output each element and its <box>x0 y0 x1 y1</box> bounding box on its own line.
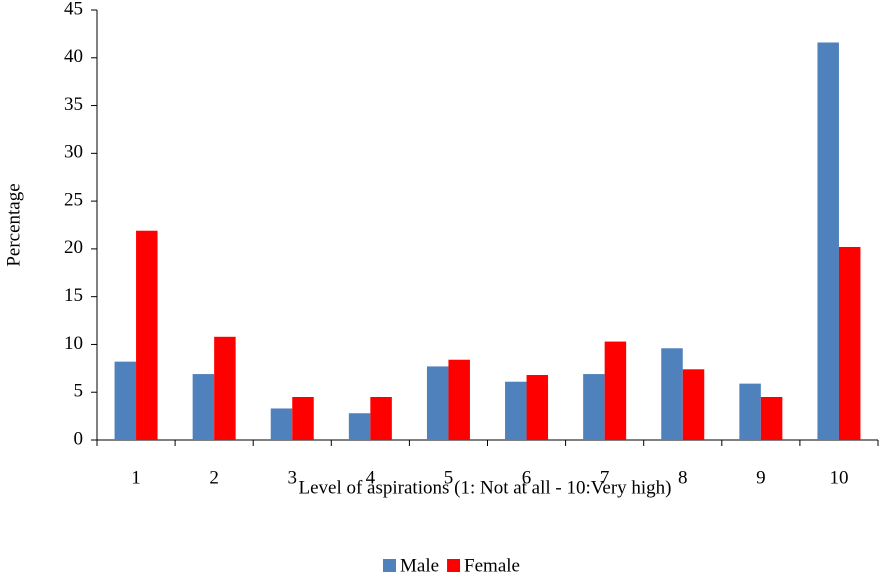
x-tick-label: 9 <box>756 467 766 488</box>
bar <box>505 381 527 440</box>
bar <box>214 336 236 440</box>
y-tick-label: 0 <box>74 428 84 449</box>
y-tick-label: 5 <box>74 381 84 402</box>
y-tick-label: 45 <box>64 0 83 19</box>
legend-swatch <box>383 559 396 572</box>
y-tick-label: 25 <box>64 189 83 210</box>
bar <box>661 348 683 440</box>
bar <box>526 375 549 440</box>
x-tick-label: 3 <box>288 467 298 488</box>
x-tick-label: 10 <box>829 467 848 488</box>
y-tick-label: 35 <box>64 94 83 115</box>
x-tick-label: 6 <box>522 467 532 488</box>
bar <box>739 383 761 440</box>
bar <box>370 397 392 440</box>
x-tick-label: 8 <box>678 467 688 488</box>
y-tick-label: 40 <box>64 46 83 67</box>
legend-label: Female <box>464 555 520 576</box>
bar <box>270 408 293 440</box>
bar <box>838 246 861 440</box>
legend-label: Male <box>400 555 439 576</box>
bar <box>448 359 470 440</box>
y-tick-label: 10 <box>64 333 83 354</box>
bar <box>136 230 158 440</box>
bar <box>817 42 839 440</box>
bar <box>114 361 137 440</box>
bar <box>682 369 705 440</box>
x-axis-label: Level of aspirations (1: Not at all - 10… <box>298 477 671 498</box>
bar <box>426 366 449 440</box>
x-tick-label: 7 <box>600 467 610 488</box>
x-tick-label: 1 <box>131 467 141 488</box>
legend-swatch <box>447 559 461 572</box>
bar <box>604 341 627 440</box>
bar <box>760 397 783 440</box>
x-tick-label: 5 <box>444 467 454 488</box>
x-tick-label: 2 <box>209 467 219 488</box>
bar <box>192 374 215 440</box>
y-tick-label: 15 <box>64 285 83 306</box>
bar <box>348 413 371 440</box>
y-axis-label: Percentage <box>3 183 24 266</box>
y-tick-label: 30 <box>64 142 83 163</box>
y-tick-label: 20 <box>64 237 83 258</box>
x-tick-label: 4 <box>366 467 376 488</box>
bar <box>292 397 314 440</box>
bar <box>583 374 605 440</box>
